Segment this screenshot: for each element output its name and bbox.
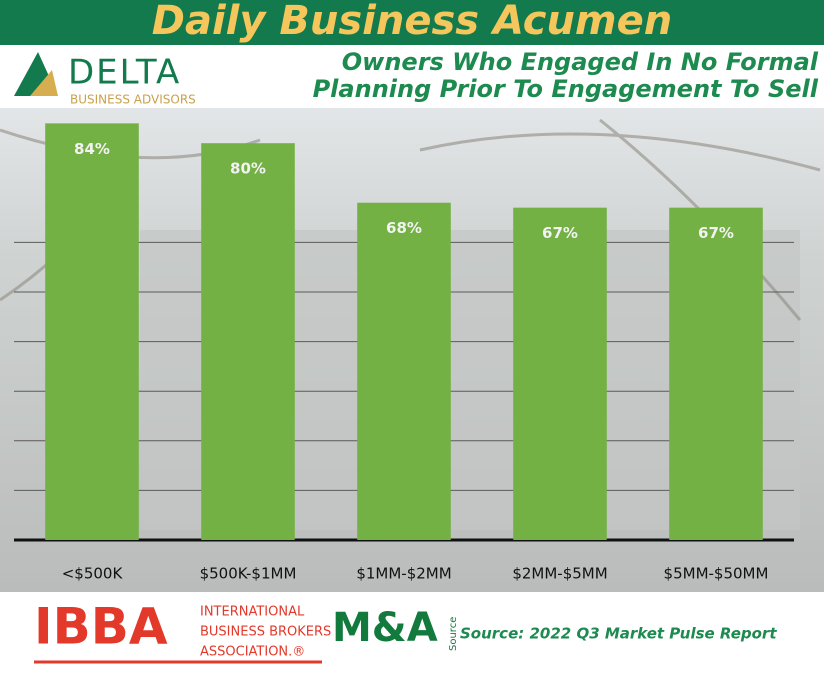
ma-logo-sub: Source: [448, 617, 459, 651]
bar: [513, 207, 607, 540]
ma-logo: M&A: [332, 605, 438, 651]
value-label: 68%: [386, 219, 422, 237]
source-note: Source: 2022 Q3 Market Pulse Report: [460, 625, 777, 643]
x-tick-label: <$500K: [62, 565, 124, 583]
bar: [201, 143, 295, 540]
tree-branches: [0, 118, 821, 321]
logo-mark-accent: [30, 70, 58, 96]
logo-text: DELTA: [68, 53, 181, 93]
chart-title: Planning Prior To Engagement To Sell: [313, 75, 819, 103]
banner: [0, 0, 824, 45]
ibba-text: BUSINESS BROKERS: [200, 625, 331, 640]
value-label: 67%: [542, 224, 578, 242]
chart-title: Owners Who Engaged In No Formal: [342, 48, 819, 76]
bar: [45, 123, 139, 541]
x-tick-label: $1MM-$2MM: [356, 565, 451, 583]
bar: [357, 202, 451, 540]
x-tick-label: $5MM-$50MM: [664, 565, 769, 583]
value-label: 84%: [74, 140, 110, 158]
value-label: 67%: [698, 224, 734, 242]
bar: [669, 207, 763, 540]
header-band: [0, 45, 824, 108]
ibba-text: INTERNATIONAL: [200, 605, 305, 620]
x-tick-label: $2MM-$5MM: [512, 565, 607, 583]
ibba-text: ASSOCIATION.®: [200, 645, 305, 660]
ibba-logo: IBBA: [34, 598, 168, 656]
banner-title: Daily Business Acumen: [152, 0, 672, 44]
value-label: 80%: [230, 160, 266, 178]
x-tick-label: $500K-$1MM: [200, 565, 297, 583]
logo-subtext: BUSINESS ADVISORS: [70, 93, 196, 107]
